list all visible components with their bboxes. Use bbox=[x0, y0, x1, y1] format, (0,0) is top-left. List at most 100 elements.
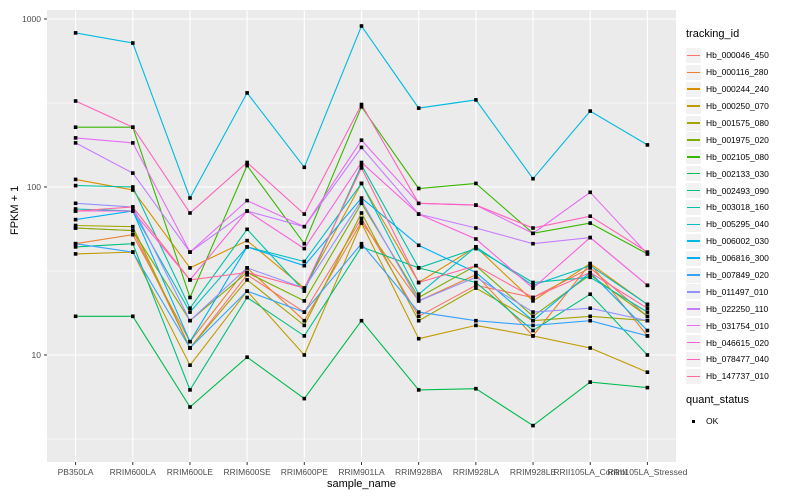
data-point bbox=[531, 299, 535, 303]
legend-key-line-icon bbox=[686, 166, 701, 182]
data-point bbox=[188, 295, 192, 300]
legend-item-label: Hb_000116_280 bbox=[706, 67, 769, 78]
data-point bbox=[588, 273, 592, 277]
data-point bbox=[588, 380, 592, 384]
legend-item-label: Hb_046615_020 bbox=[706, 337, 769, 348]
data-point bbox=[474, 181, 478, 186]
legend-item-label: Hb_002493_090 bbox=[706, 185, 769, 196]
data-point bbox=[245, 238, 249, 243]
legend-item: Hb_006816_300 bbox=[686, 250, 800, 267]
legend-item: Hb_005295_040 bbox=[686, 216, 800, 233]
legend-key-line-icon bbox=[686, 47, 701, 63]
legend-key-line-icon bbox=[686, 64, 701, 80]
data-point bbox=[131, 205, 135, 209]
data-point bbox=[588, 346, 592, 350]
data-point bbox=[302, 396, 307, 401]
data-point bbox=[302, 212, 307, 216]
legend-item: Hb_000046_450 bbox=[686, 47, 800, 64]
data-point bbox=[245, 160, 249, 165]
data-point bbox=[131, 250, 135, 254]
data-point bbox=[474, 318, 478, 323]
data-point bbox=[131, 41, 135, 45]
legend-item: Hb_001975_020 bbox=[686, 131, 800, 148]
data-point bbox=[302, 323, 307, 328]
data-point bbox=[474, 280, 478, 285]
data-point bbox=[245, 209, 249, 213]
legend-color-line bbox=[687, 189, 700, 192]
legend-item: Hb_000244_240 bbox=[686, 81, 800, 98]
legend-item-label: Hb_011497_010 bbox=[706, 286, 769, 297]
data-point bbox=[588, 292, 592, 296]
legend-key-line-icon bbox=[686, 149, 701, 165]
data-point bbox=[474, 386, 478, 391]
x-tick-label: RRIM600LE bbox=[166, 467, 214, 477]
data-point bbox=[359, 201, 364, 206]
data-point bbox=[131, 209, 135, 213]
data-point bbox=[131, 314, 135, 319]
data-point bbox=[359, 24, 364, 28]
legend-item-label: Hb_000250_070 bbox=[706, 101, 769, 112]
data-point bbox=[359, 166, 364, 170]
data-point bbox=[302, 263, 307, 268]
legend-item: Hb_002105_080 bbox=[686, 148, 800, 165]
data-point bbox=[245, 295, 249, 300]
data-point bbox=[645, 370, 650, 374]
data-point bbox=[416, 314, 421, 319]
data-point bbox=[645, 353, 650, 357]
data-point bbox=[645, 328, 650, 333]
data-point bbox=[416, 106, 421, 110]
data-point bbox=[188, 250, 192, 254]
legend-item-label: Hb_006002_030 bbox=[706, 236, 769, 247]
data-point bbox=[416, 318, 421, 323]
legend-color-line bbox=[687, 172, 700, 175]
data-point bbox=[474, 203, 478, 207]
legend-key-line-icon bbox=[686, 115, 701, 131]
legend-item: Hb_011497_010 bbox=[686, 283, 800, 300]
legend-item-label: Hb_001975_020 bbox=[706, 134, 769, 145]
data-point bbox=[302, 165, 307, 170]
data-point bbox=[474, 263, 478, 268]
data-point bbox=[588, 314, 592, 319]
legend-key-line-icon bbox=[686, 199, 701, 215]
data-point bbox=[474, 323, 478, 328]
legend-tracking-id: tracking_id Hb_000046_450 Hb_000116_280 Hb… bbox=[686, 28, 800, 385]
data-point bbox=[245, 270, 249, 275]
data-point bbox=[531, 323, 535, 328]
data-point bbox=[474, 286, 478, 290]
data-point bbox=[188, 211, 192, 215]
black-point-icon bbox=[691, 419, 696, 424]
data-point bbox=[73, 201, 78, 206]
data-point bbox=[416, 201, 421, 206]
legend-item-label: Hb_005295_040 bbox=[706, 219, 769, 230]
data-point bbox=[359, 221, 364, 225]
legend-item: Hb_022250_110 bbox=[686, 300, 800, 317]
data-point bbox=[245, 245, 249, 249]
data-point bbox=[645, 318, 650, 323]
data-point bbox=[131, 185, 135, 189]
legend-key-line-icon bbox=[686, 81, 701, 97]
y-tick-label: 1000 bbox=[22, 14, 41, 24]
data-point bbox=[645, 314, 650, 319]
data-point bbox=[645, 143, 650, 147]
legend-key-line-icon bbox=[686, 335, 701, 351]
data-point bbox=[188, 266, 192, 270]
legend-item-label: Hb_078477_040 bbox=[706, 354, 769, 365]
data-point bbox=[531, 318, 535, 323]
data-point bbox=[245, 289, 249, 293]
legend-color-line bbox=[687, 105, 700, 107]
data-point bbox=[645, 334, 650, 338]
x-tick-label: RRIM600LA bbox=[109, 467, 156, 477]
data-point bbox=[245, 273, 249, 277]
legend-item-label: Hb_001575_080 bbox=[706, 118, 769, 128]
data-point bbox=[588, 318, 592, 323]
data-point bbox=[645, 250, 650, 254]
data-point bbox=[359, 216, 364, 221]
data-point bbox=[416, 243, 421, 248]
data-point bbox=[645, 302, 650, 307]
data-point bbox=[531, 226, 535, 230]
legend-item: OK bbox=[686, 413, 800, 430]
legend-item-label: Hb_006816_300 bbox=[706, 253, 769, 264]
legend-color-line bbox=[687, 139, 700, 141]
data-point bbox=[359, 181, 364, 186]
